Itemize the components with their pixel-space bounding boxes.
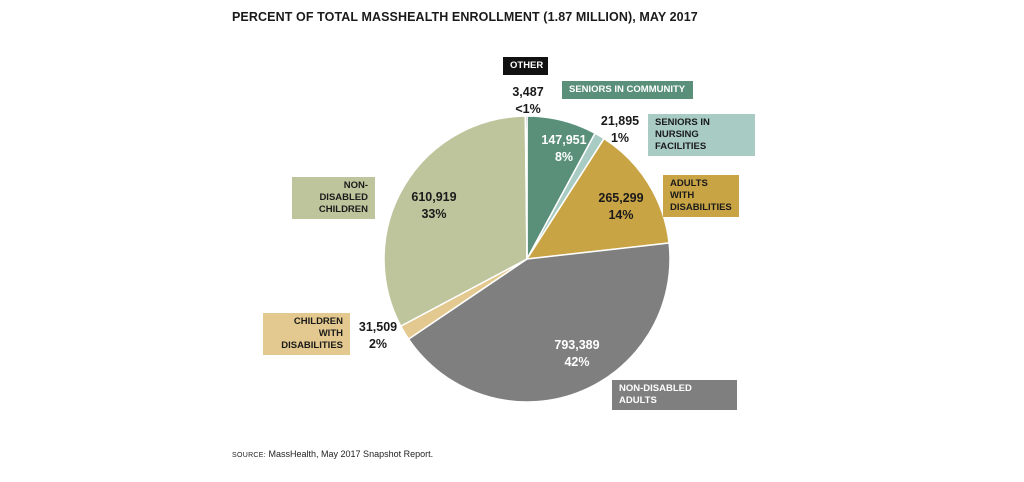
value-count-non-disabled-children: 610,919: [411, 190, 457, 204]
value-label-seniors-community: 147,951 8%: [525, 132, 603, 166]
value-count-seniors-nursing: 21,895: [600, 114, 640, 128]
value-count-other: 3,487: [512, 85, 544, 99]
value-count-seniors-community: 147,951: [541, 133, 587, 147]
value-label-seniors-nursing: 21,895 1%: [593, 113, 647, 147]
category-label-adults-disabilities: ADULTS WITH DISABILITIES: [663, 175, 739, 217]
value-pct-other: <1%: [515, 102, 541, 116]
value-pct-non-disabled-children: 33%: [421, 207, 447, 221]
value-label-adults-disabilities: 265,299 14%: [580, 190, 662, 224]
source-note: SOURCE: MassHealth, May 2017 Snapshot Re…: [232, 449, 433, 459]
value-pct-non-disabled-adults: 42%: [564, 355, 590, 369]
chart-title: PERCENT OF TOTAL MASSHEALTH ENROLLMENT (…: [232, 10, 698, 24]
value-pct-seniors-community: 8%: [554, 150, 574, 164]
category-label-non-disabled-children: NON-DISABLED CHILDREN: [292, 177, 375, 219]
value-label-other: 3,487 <1%: [491, 84, 565, 118]
pie-slice-non-disabled-adults: [407, 242, 671, 403]
value-pct-adults-disabilities: 14%: [608, 208, 634, 222]
source-text: MassHealth, May 2017 Snapshot Report.: [268, 449, 434, 459]
value-label-children-disabilities: 31,509 2%: [351, 319, 405, 353]
value-label-non-disabled-children: 610,919 33%: [394, 189, 474, 223]
value-count-children-disabilities: 31,509: [358, 320, 398, 334]
pie-slice-non-disabled-children: [383, 115, 528, 328]
category-label-seniors-community: SENIORS IN COMMUNITY: [562, 81, 693, 99]
pie-slice-other: [524, 115, 528, 260]
value-count-adults-disabilities: 265,299: [598, 191, 644, 205]
category-label-seniors-nursing: SENIORS IN NURSING FACILITIES: [648, 114, 755, 156]
value-pct-seniors-nursing: 1%: [610, 131, 630, 145]
value-pct-children-disabilities: 2%: [368, 337, 388, 351]
value-count-non-disabled-adults: 793,389: [554, 338, 600, 352]
source-tag: SOURCE:: [232, 452, 266, 459]
pie-slice-adults-disabilities: [525, 137, 670, 260]
value-label-non-disabled-adults: 793,389 42%: [536, 337, 618, 371]
category-label-other: OTHER: [503, 57, 548, 75]
category-label-non-disabled-adults: NON-DISABLED ADULTS: [612, 380, 737, 410]
category-label-children-disabilities: CHILDREN WITH DISABILITIES: [263, 313, 350, 355]
